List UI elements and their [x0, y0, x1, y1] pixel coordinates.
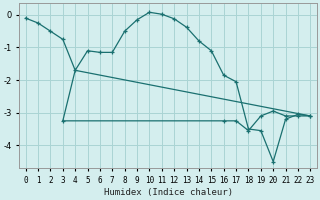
X-axis label: Humidex (Indice chaleur): Humidex (Indice chaleur)	[103, 188, 233, 197]
